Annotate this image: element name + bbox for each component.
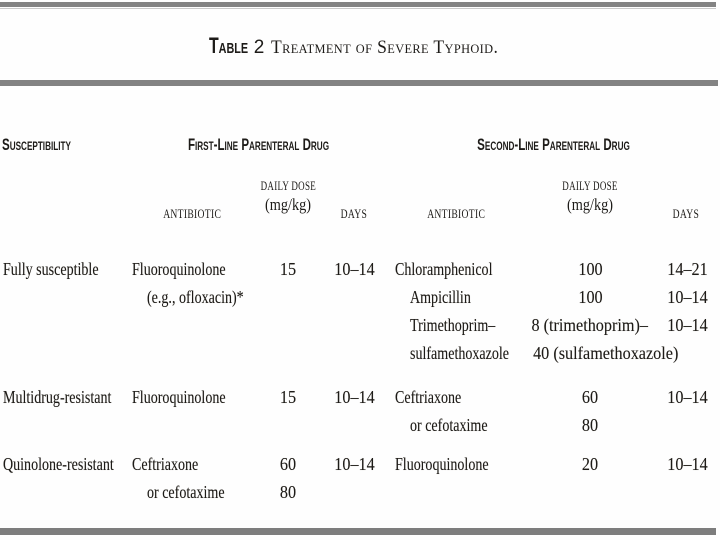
drug-name: or cefotaxime (410, 415, 488, 435)
top-rule-shadow (0, 8, 716, 9)
second-line-dose-cell: 100 100 8 (trimethoprim)– 40 (sulfamethoxaz… (525, 255, 679, 367)
dose-value: 15 (279, 387, 297, 407)
daily-dose-label-1: DAILY DOSE (260, 179, 317, 193)
days-value: 10–14 (667, 454, 708, 474)
table-row: Quinolone-resistant Ceftriaxone or cefotax… (0, 450, 720, 506)
dose-value: 8 (trimethoprim)– (531, 315, 649, 335)
first-line-dose-cell: 15 (255, 383, 321, 439)
drug-name: (e.g., ofloxacin)* (147, 287, 244, 307)
days-value: 10–14 (667, 387, 708, 407)
column-header-antibiotic-1: ANTIBIOTIC (130, 206, 255, 221)
drug-name: Fluoroquinolone (395, 454, 489, 474)
dose-value: 80 (279, 482, 297, 502)
first-line-dose-cell: 15 (255, 255, 321, 367)
dose-value: 40 (sulfamethoxazole) (533, 343, 679, 363)
drug-name: Fluoroquinolone (132, 259, 226, 279)
column-header-days-2-text: DAYS (672, 206, 699, 221)
second-line-antibiotic-cell: Fluoroquinolone (387, 450, 525, 506)
column-header-antibiotic-2-text: ANTIBIOTIC (426, 206, 485, 221)
first-line-dose-cell: 60 80 (255, 450, 321, 506)
susceptibility-cell: Quinolone-resistant (0, 450, 130, 506)
second-line-antibiotic-cell: Chloramphenicol Ampicillin Trimethoprim– su… (387, 255, 525, 367)
drug-name: Ampicillin (410, 287, 471, 307)
drug-name: Ceftriaxone (395, 387, 462, 407)
first-line-antibiotic-cell: Fluoroquinolone (130, 383, 255, 439)
column-header-dose-2: DAILY DOSE (mg/kg) (522, 179, 658, 216)
first-line-days-cell: 10–14 (321, 255, 387, 367)
days-value: 10–14 (667, 287, 708, 307)
days-value: 10–14 (333, 259, 375, 279)
second-line-days-cell: 14–21 10–14 10–14 (655, 255, 720, 367)
days-value: 14–21 (667, 259, 708, 279)
bottom-rule (0, 528, 716, 535)
days-value: 10–14 (333, 387, 375, 407)
column-header-antibiotic-2: ANTIBIOTIC (387, 206, 525, 221)
susceptibility-label: Fully susceptible (3, 259, 99, 279)
column-header-susceptibility: Susceptibility (2, 135, 71, 154)
days-value: 10–14 (333, 454, 375, 474)
susceptibility-cell: Multidrug-resistant (0, 383, 130, 439)
drug-name: sulfamethoxazole (410, 343, 510, 363)
drug-name: or cefotaxime (147, 482, 225, 502)
table-row: Multidrug-resistant Fluoroquinolone 15 10–1… (0, 383, 720, 439)
dose-value: 60 (581, 387, 599, 407)
drug-name: Ceftriaxone (132, 454, 199, 474)
susceptibility-cell: Fully susceptible (0, 255, 130, 367)
column-header-antibiotic-1-text: ANTIBIOTIC (163, 206, 222, 221)
table-label: Table (209, 33, 249, 58)
dose-value: 60 (279, 454, 297, 474)
susceptibility-label: Multidrug-resistant (3, 387, 112, 407)
header-top-rule (0, 80, 718, 86)
dose-unit-label-2: (mg/kg) (566, 195, 614, 214)
dose-value: 15 (279, 259, 297, 279)
column-group-first-line: First-Line Parenteral Drug (187, 135, 330, 154)
drug-name: Trimethoprim– (410, 315, 496, 335)
first-line-antibiotic-cell: Ceftriaxone or cefotaxime (130, 450, 255, 506)
first-line-days-cell: 10–14 (321, 450, 387, 506)
drug-name: Chloramphenicol (395, 259, 493, 279)
table-number: 2 (253, 37, 265, 58)
table-row: Fully susceptible Fluoroquinolone (e.g., o… (0, 255, 720, 367)
column-header-days-1: DAYS (321, 206, 387, 221)
second-line-dose-cell: 20 (525, 450, 655, 506)
drug-name: Fluoroquinolone (132, 387, 226, 407)
table-title: Table 2 Treatment of Severe Typhoid. (0, 33, 720, 59)
first-line-antibiotic-cell: Fluoroquinolone (e.g., ofloxacin)* (130, 255, 255, 367)
dose-value: 100 (577, 287, 603, 307)
susceptibility-label: Quinolone-resistant (3, 454, 114, 474)
daily-dose-label-2: DAILY DOSE (562, 179, 618, 193)
column-header-days-1-text: DAYS (340, 206, 368, 221)
top-rule (0, 2, 716, 7)
second-line-days-cell: 10–14 (655, 450, 720, 506)
first-line-days-cell: 10–14 (321, 383, 387, 439)
dose-unit-label-1: (mg/kg) (264, 195, 312, 214)
dose-value: 80 (581, 415, 599, 435)
dose-value: 100 (577, 259, 603, 279)
days-value: 10–14 (667, 315, 708, 335)
column-header-days-2: DAYS (653, 206, 718, 221)
second-line-dose-cell: 60 80 (525, 383, 655, 439)
second-line-antibiotic-cell: Ceftriaxone or cefotaxime (387, 383, 525, 439)
table-caption: Treatment of Severe Typhoid. (271, 38, 499, 58)
column-group-second-line: Second-Line Parenteral Drug (477, 135, 630, 154)
dose-value: 20 (581, 454, 599, 474)
column-header-dose-1: DAILY DOSE (mg/kg) (250, 179, 326, 216)
second-line-days-cell: 10–14 (655, 383, 720, 439)
